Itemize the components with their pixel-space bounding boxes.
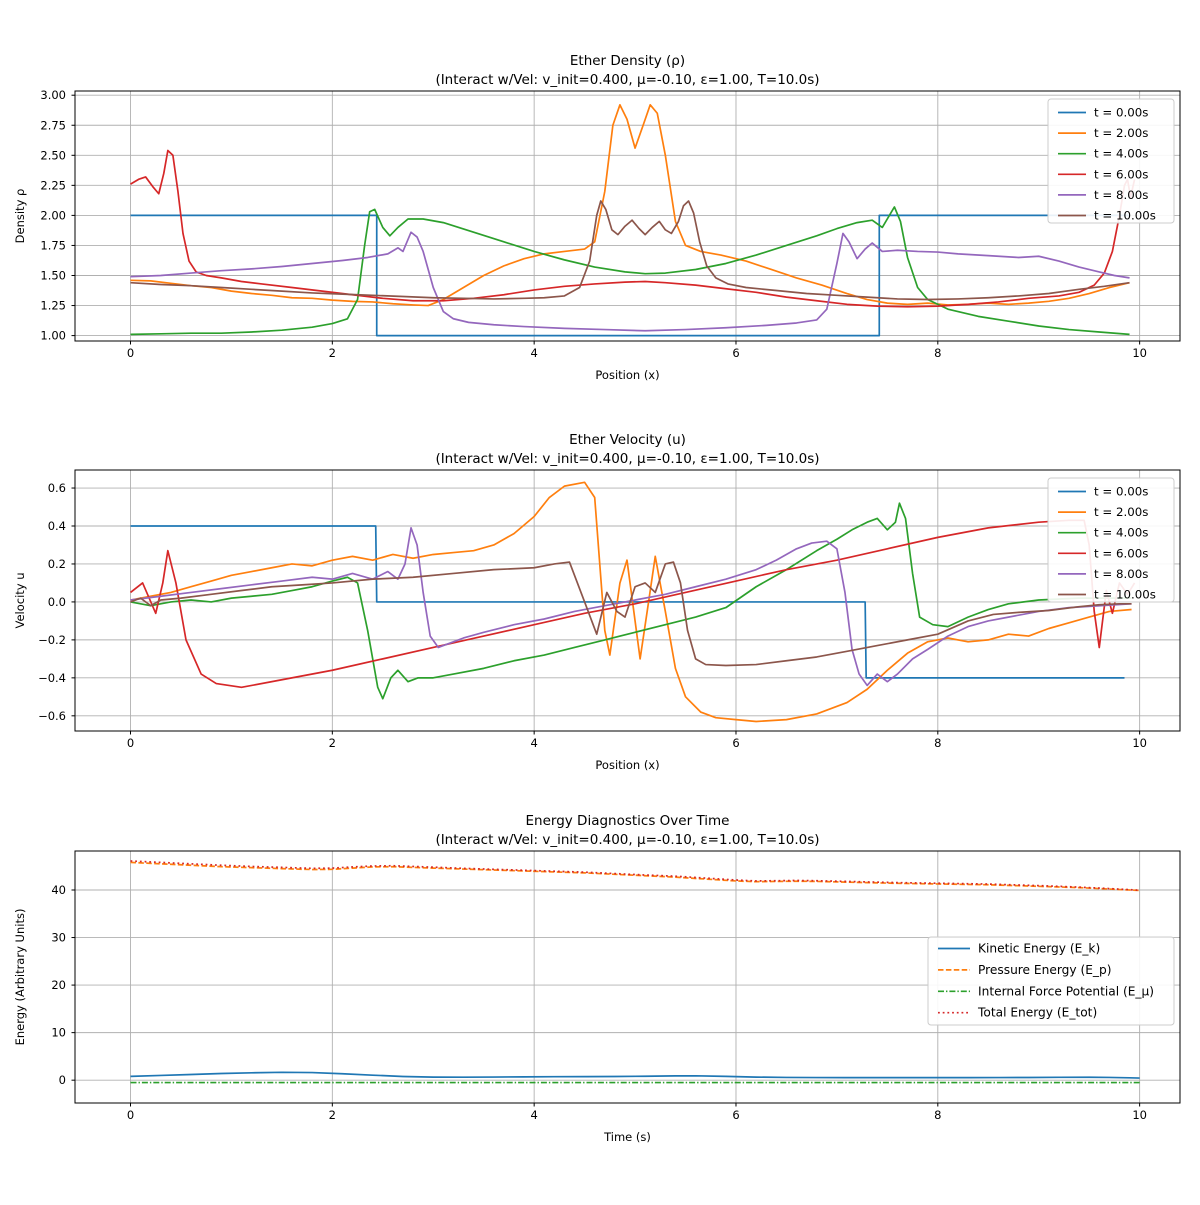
legend-item-label: t = 10.00s (1094, 209, 1156, 223)
x-tick-label: 2 (329, 346, 336, 360)
ticks: 0 2 4 6 8 10 0 10 20 30 40 (51, 883, 1147, 1122)
series-line-t-6.00s (129, 519, 1136, 689)
legend-item-label: Internal Force Potential (E_μ) (978, 984, 1154, 998)
y-tick-label: 1.00 (40, 329, 66, 343)
y-tick-label: 2.75 (40, 118, 66, 132)
grid (75, 851, 1180, 1103)
legend-item-label: Pressure Energy (E_p) (978, 963, 1112, 977)
chart-subtitle: (Interact w/Vel: v_init=0.400, μ=-0.10, … (435, 832, 819, 848)
x-tick-label: 4 (530, 346, 537, 360)
series-group (129, 481, 1136, 723)
legend-item-label: t = 2.00s (1094, 126, 1148, 140)
y-tick-label: 1.50 (40, 268, 66, 282)
x-tick-label: 8 (934, 736, 941, 750)
series-line-total-energy-e-tot- (130, 860, 1140, 892)
series-line-t-10.00s (130, 200, 1130, 301)
axes-spines (74, 469, 1181, 732)
y-tick-label: 2.25 (40, 178, 66, 192)
legend: t = 0.00s t = 2.00s t = 4.00s t = 6.00s t = … (1047, 98, 1175, 224)
y-axis-label: Energy (Arbitrary Units) (13, 909, 27, 1046)
legend: t = 0.00s t = 2.00s t = 4.00s t = 6.00s t = … (1047, 477, 1175, 603)
x-tick-label: 10 (1132, 346, 1147, 360)
x-axis-label: Time (s) (603, 1130, 651, 1144)
y-tick-label: 30 (51, 931, 66, 945)
legend-item-label: Kinetic Energy (E_k) (978, 942, 1100, 956)
legend-item-label: t = 4.00s (1094, 526, 1148, 540)
x-tick-label: 0 (127, 736, 134, 750)
legend-item-label: t = 10.00s (1094, 588, 1156, 602)
y-tick-label: 3.00 (40, 88, 66, 102)
legend: Kinetic Energy (E_k) Pressure Energy (E_p… (927, 936, 1175, 1026)
legend-item-label: t = 0.00s (1094, 485, 1148, 499)
y-axis-label: Density ρ (13, 189, 27, 244)
series-line-t-4.00s (130, 502, 1132, 700)
x-tick-label: 6 (732, 736, 739, 750)
x-tick-label: 0 (127, 1108, 134, 1122)
y-axis-label: Velocity u (13, 572, 27, 628)
chart-title: Ether Density (ρ) (570, 53, 685, 69)
x-tick-label: 6 (732, 346, 739, 360)
chart-subtitle: (Interact w/Vel: v_init=0.400, μ=-0.10, … (435, 451, 819, 467)
legend-item-label: t = 6.00s (1094, 167, 1148, 181)
y-tick-label: 0.4 (48, 519, 66, 533)
y-tick-label: 1.75 (40, 238, 66, 252)
energy-chart: 0 2 4 6 8 10 0 10 20 30 40 Energy Diagnostics Over … (13, 813, 1181, 1144)
x-tick-label: 8 (934, 346, 941, 360)
axes-spines (74, 850, 1181, 1104)
y-tick-label: 0.2 (48, 557, 66, 571)
y-tick-label: 40 (51, 883, 66, 897)
legend-item-label: t = 6.00s (1094, 546, 1148, 560)
x-tick-label: 4 (530, 736, 537, 750)
series-line-t-2.00s (130, 481, 1132, 723)
legend-item-label: t = 8.00s (1094, 567, 1148, 581)
series-line-t-10.00s (130, 561, 1132, 667)
legend-item-label: t = 4.00s (1094, 147, 1148, 161)
x-axis-label: Position (x) (595, 368, 659, 382)
chart-title: Energy Diagnostics Over Time (526, 813, 730, 829)
y-tick-label: 0.6 (48, 481, 66, 495)
grid (75, 470, 1180, 731)
x-tick-label: 4 (530, 1108, 537, 1122)
ticks: 0 2 4 6 8 10 1.00 1.25 1.50 1.75 2.00 2.25 2.50 2.75 3… (40, 88, 1147, 360)
series-line-t-2.00s (130, 103, 1130, 307)
y-tick-label: 1.25 (40, 299, 66, 313)
legend-item-label: t = 8.00s (1094, 188, 1148, 202)
y-tick-label: −0.4 (38, 671, 66, 685)
x-tick-label: 2 (329, 1108, 336, 1122)
y-tick-label: 20 (51, 978, 66, 992)
velocity-chart: 0 2 4 6 8 10 −0.6 −0.4 −0.2 0.0 0.2 0.4 0.6 Ether Vel… (13, 432, 1181, 772)
density-chart: 0 2 4 6 8 10 1.00 1.25 1.50 1.75 2.00 2.25 2.50 2.75 3… (13, 53, 1181, 382)
series-line-t-4.00s (130, 206, 1130, 336)
series-group (130, 860, 1140, 1084)
axes-spines (74, 90, 1181, 342)
series-line-t-8.00s (130, 231, 1130, 332)
x-tick-label: 6 (732, 1108, 739, 1122)
legend-item-label: Total Energy (E_tot) (977, 1006, 1097, 1020)
chart-subtitle: (Interact w/Vel: v_init=0.400, μ=-0.10, … (435, 72, 819, 88)
chart-title: Ether Velocity (u) (569, 432, 686, 448)
series-line-t-0.00s (130, 214, 1130, 337)
legend-item-label: t = 0.00s (1094, 106, 1148, 120)
legend-item-label: t = 2.00s (1094, 505, 1148, 519)
y-tick-label: −0.6 (38, 709, 66, 723)
series-group (130, 103, 1136, 337)
x-tick-label: 8 (934, 1108, 941, 1122)
x-axis-label: Position (x) (595, 758, 659, 772)
series-line-t-6.00s (130, 149, 1136, 308)
y-tick-label: −0.2 (38, 633, 66, 647)
y-tick-label: 10 (51, 1026, 66, 1040)
x-tick-label: 2 (329, 736, 336, 750)
series-line-kinetic-energy-e-k- (130, 1071, 1140, 1079)
y-tick-label: 0.0 (48, 595, 66, 609)
x-tick-label: 10 (1132, 736, 1147, 750)
ticks: 0 2 4 6 8 10 −0.6 −0.4 −0.2 0.0 0.2 0.4 0.6 (38, 481, 1147, 750)
x-tick-label: 0 (127, 346, 134, 360)
y-tick-label: 2.00 (40, 208, 66, 222)
y-tick-label: 0 (59, 1073, 66, 1087)
series-line-t-8.00s (130, 527, 1132, 687)
y-tick-label: 2.50 (40, 148, 66, 162)
x-tick-label: 10 (1132, 1108, 1147, 1122)
